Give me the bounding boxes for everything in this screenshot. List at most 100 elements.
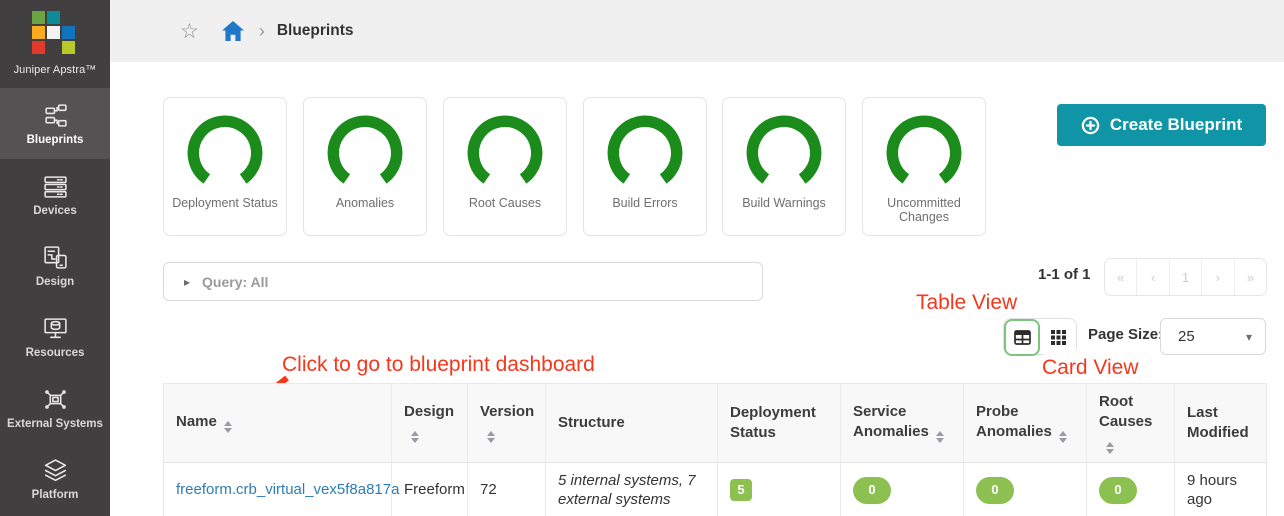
- sidebar: Juniper Apstra™ Blueprints Devices: [0, 0, 110, 516]
- cell-structure: 5 internal systems, 7 external systems: [545, 462, 718, 516]
- gauge-label: Deployment Status: [172, 196, 278, 210]
- next-page-button[interactable]: ›: [1201, 259, 1234, 295]
- annotation-table-view: Table View: [916, 291, 1018, 314]
- prev-page-button[interactable]: ‹: [1136, 259, 1169, 295]
- table-row: freeform.crb_virtual_vex5f8a817a Freefor…: [164, 462, 1267, 516]
- sidebar-item-design[interactable]: Design: [0, 230, 110, 301]
- gauge-card-build-warnings[interactable]: Build Warnings: [722, 97, 846, 236]
- last-page-button[interactable]: »: [1233, 259, 1266, 295]
- home-icon[interactable]: [221, 20, 245, 42]
- column-header-structure[interactable]: Structure: [545, 383, 718, 463]
- sidebar-item-label: External Systems: [7, 417, 103, 430]
- column-header-version[interactable]: Version: [467, 383, 546, 463]
- juniper-apstra-logo-icon: [32, 11, 78, 57]
- page-size-dropdown[interactable]: 25 ▾: [1160, 318, 1266, 355]
- service-anomalies-badge: 0: [853, 476, 891, 504]
- blueprint-link[interactable]: freeform.crb_virtual_vex5f8a817a: [176, 481, 400, 499]
- cell-design: Freeform: [391, 462, 468, 516]
- column-label: Probe Anomalies: [976, 403, 1052, 441]
- table-view-icon: [1013, 330, 1031, 345]
- first-page-button[interactable]: «: [1105, 259, 1137, 295]
- column-label: Name: [176, 413, 217, 431]
- column-header-probe-anomalies[interactable]: Probe Anomalies: [963, 383, 1087, 463]
- deployment-status-badge: 5: [730, 479, 752, 501]
- gauge-arc-icon: [467, 115, 543, 191]
- main-content: Deployment Status Anomalies Root Causes …: [110, 62, 1284, 516]
- create-blueprint-button[interactable]: Create Blueprint: [1057, 104, 1266, 146]
- page-number-button[interactable]: 1: [1168, 259, 1202, 295]
- gauge-card-root-causes[interactable]: Root Causes: [443, 97, 567, 236]
- gauge-label: Root Causes: [468, 196, 542, 210]
- annotation-click-hint: Click to go to blueprint dashboard: [282, 353, 595, 376]
- sidebar-item-label: Design: [35, 275, 75, 288]
- card-view-button[interactable]: [1040, 319, 1076, 356]
- table-view-button[interactable]: [1004, 319, 1040, 356]
- sidebar-item-label: Resources: [25, 346, 85, 359]
- card-view-grid-icon: [1050, 330, 1066, 345]
- gauge-arc-icon: [327, 115, 403, 191]
- page-size-label: Page Size:: [1088, 326, 1164, 343]
- blueprints-table: Name Design Version Structure Deployme: [163, 383, 1267, 516]
- sidebar-item-platform[interactable]: Platform: [0, 443, 110, 514]
- dropdown-caret-icon: ▾: [1245, 329, 1252, 344]
- view-toggle-group: [1003, 318, 1077, 356]
- pagination-controls: « ‹ 1 › »: [1104, 258, 1267, 296]
- page-size-value: 25: [1178, 328, 1195, 345]
- column-header-name[interactable]: Name: [163, 383, 392, 463]
- breadcrumb-bar: ☆ › Blueprints: [110, 0, 1284, 62]
- gauge-label: Uncommitted Changes: [887, 196, 961, 224]
- favorite-star-icon[interactable]: ☆: [180, 19, 199, 43]
- sidebar-item-label: Blueprints: [26, 133, 84, 146]
- gauge-arc-icon: [187, 115, 263, 191]
- cell-root-causes: 0: [1086, 462, 1175, 516]
- gauge-label: Build Errors: [612, 196, 678, 210]
- gauge-arc-icon: [607, 115, 683, 191]
- blueprints-icon: [44, 103, 67, 127]
- sidebar-item-label: Platform: [31, 488, 79, 501]
- external-systems-icon: [44, 389, 66, 409]
- sort-icon: [1058, 431, 1067, 444]
- sort-icon: [223, 421, 232, 434]
- gauge-card-uncommitted-changes[interactable]: Uncommitted Changes: [862, 97, 986, 236]
- gauge-label: Anomalies: [335, 196, 395, 210]
- cell-version: 72: [467, 462, 546, 516]
- column-label: Deployment Status: [730, 403, 816, 441]
- pagination-summary: 1-1 of 1: [1038, 266, 1091, 283]
- column-header-deployment-status[interactable]: Deployment Status: [717, 383, 841, 463]
- sidebar-item-resources[interactable]: Resources: [0, 301, 110, 372]
- column-label: Root Causes: [1099, 393, 1153, 431]
- column-label: Version: [480, 403, 535, 421]
- gauge-arc-icon: [886, 115, 962, 191]
- sidebar-item-blueprints[interactable]: Blueprints: [0, 88, 110, 159]
- cell-service-anomalies: 0: [840, 462, 964, 516]
- sort-icon: [1106, 441, 1114, 454]
- column-label: Last Modified: [1187, 403, 1249, 441]
- brand-name: Juniper Apstra™: [13, 64, 97, 76]
- query-filter-bar[interactable]: ▸ Query: All: [163, 262, 763, 301]
- probe-anomalies-badge: 0: [976, 476, 1014, 504]
- devices-icon: [43, 175, 67, 198]
- root-causes-badge: 0: [1099, 476, 1137, 504]
- gauge-arc-icon: [746, 115, 822, 191]
- gauge-card-anomalies[interactable]: Anomalies: [303, 97, 427, 236]
- column-label: Design: [404, 403, 455, 421]
- column-header-root-causes[interactable]: Root Causes: [1086, 383, 1175, 463]
- create-blueprint-label: Create Blueprint: [1109, 115, 1243, 134]
- column-header-last-modified[interactable]: Last Modified: [1174, 383, 1267, 463]
- design-icon: [43, 245, 67, 269]
- column-label: Structure: [558, 413, 625, 431]
- cell-deployment-status: 5: [717, 462, 841, 516]
- column-header-design[interactable]: Design: [391, 383, 468, 463]
- brand-logo: Juniper Apstra™: [0, 0, 110, 88]
- column-header-service-anomalies[interactable]: Service Anomalies: [840, 383, 964, 463]
- cell-last-modified: 9 hours ago: [1174, 462, 1267, 516]
- sidebar-item-external-systems[interactable]: External Systems: [0, 372, 110, 443]
- column-label: Service Anomalies: [853, 403, 929, 441]
- gauge-card-deployment-status[interactable]: Deployment Status: [163, 97, 287, 236]
- table-header-row: Name Design Version Structure Deployme: [163, 383, 1267, 463]
- gauge-card-build-errors[interactable]: Build Errors: [583, 97, 707, 236]
- sidebar-item-devices[interactable]: Devices: [0, 159, 110, 230]
- gauge-label: Build Warnings: [742, 196, 826, 210]
- cell-probe-anomalies: 0: [963, 462, 1087, 516]
